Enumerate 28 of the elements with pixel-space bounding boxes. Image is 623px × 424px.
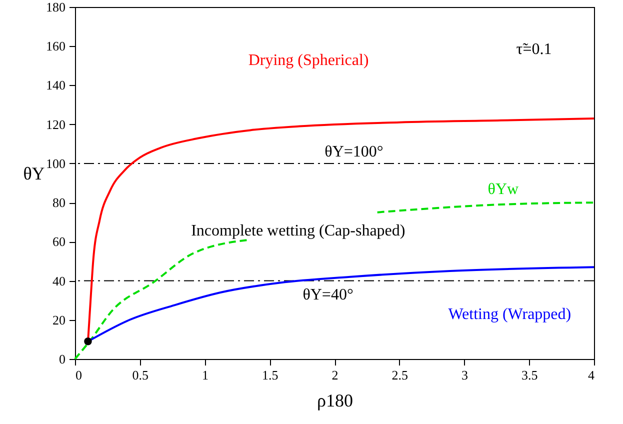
text: Wetting (Wrapped) — [448, 306, 572, 324]
y-tick-label: 160 — [46, 38, 66, 54]
x-tick-label: 3.5 — [522, 368, 538, 382]
ref-line-label: θY=40° — [302, 286, 354, 304]
x-tick-label: 2 — [332, 368, 338, 382]
y-tick-label: 180 — [46, 0, 66, 14]
x-axis-title: ρ180 — [317, 390, 353, 410]
series-label: θYw — [488, 180, 520, 198]
y-tick-label: 140 — [46, 78, 66, 93]
y-tick-label: 80 — [52, 195, 66, 210]
y-tick-label: 0 — [59, 352, 66, 366]
y-tick-label: 100 — [46, 156, 66, 171]
x-tick-label: 1.5 — [262, 368, 278, 382]
annotation: τ̃=0.1 — [516, 41, 552, 58]
x-tick-label: 4 — [588, 368, 595, 382]
y-tick-label: 40 — [52, 273, 66, 288]
x-tick-label: 0 — [76, 368, 82, 382]
y-tick-label: 120 — [46, 116, 66, 132]
x-tick-label: 1 — [202, 368, 208, 382]
text: Drying (Spherical) — [248, 52, 369, 69]
y-tick-label: 20 — [52, 312, 66, 328]
x-tick-label: 0.5 — [132, 368, 148, 382]
y-tick-label: 60 — [52, 234, 66, 250]
x-tick-label: 2.5 — [392, 368, 408, 382]
ref-line-label: θY=100° — [324, 144, 384, 161]
x-tick-label: 3 — [462, 368, 468, 382]
y-axis-title: θY — [23, 164, 45, 184]
annotation: Incomplete wetting (Cap-shaped) — [191, 222, 406, 240]
